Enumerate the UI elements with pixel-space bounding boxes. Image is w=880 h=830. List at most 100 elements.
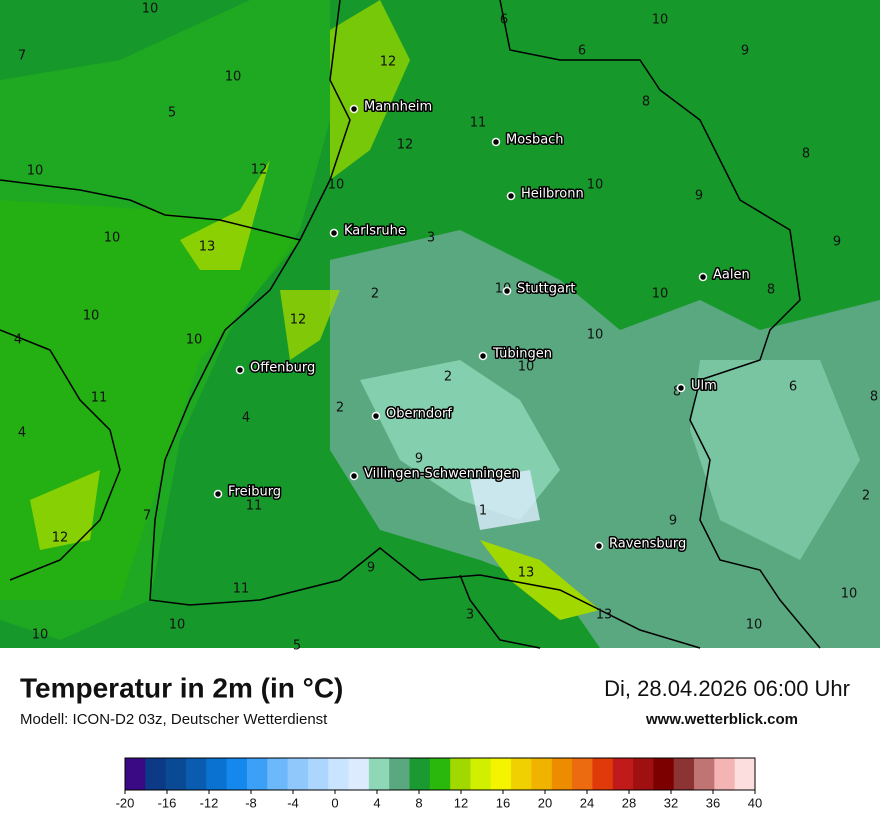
temperature-label: 10 <box>169 618 186 633</box>
temperature-label: 8 <box>642 95 650 110</box>
temperature-label: 10 <box>841 587 858 602</box>
colorbar-swatch <box>653 758 675 790</box>
temperature-label: 11 <box>233 582 250 597</box>
colorbar-swatch <box>409 758 431 790</box>
temperature-label: 10 <box>746 618 763 633</box>
city-label: Heilbronn <box>521 187 584 202</box>
map-title: Temperatur in 2m (in °C) <box>20 672 343 703</box>
temperature-label: 10 <box>328 178 345 193</box>
city-label: Oberndorf <box>386 407 452 422</box>
website: www.wetterblick.com <box>645 711 798 728</box>
colorbar-tick-label: 0 <box>331 795 338 810</box>
temperature-label: 9 <box>695 189 703 204</box>
city-label: Mannheim <box>364 100 432 115</box>
colorbar-swatch <box>450 758 471 790</box>
temperature-label: 2 <box>371 287 379 302</box>
temperature-label: 3 <box>466 608 474 623</box>
temperature-label: 1 <box>479 504 487 519</box>
colorbar-swatch <box>714 758 736 790</box>
city-label: Freiburg <box>228 485 281 500</box>
colorbar-tick-label: -20 <box>116 795 135 810</box>
colorbar-swatch <box>612 758 634 790</box>
colorbar: -20 -16 -12 -8 -4 0 4 8 12 16 20 24 28 32 36 40 <box>116 757 762 810</box>
colorbar-frame <box>124 757 756 791</box>
city-marker <box>349 471 359 481</box>
temperature-label: 8 <box>767 283 775 298</box>
colorbar-swatch <box>185 758 207 790</box>
colorbar-tick-label: 28 <box>622 795 636 810</box>
temperature-label: 9 <box>833 235 841 250</box>
temperature-label: 2 <box>444 370 452 385</box>
city-marker <box>329 228 339 238</box>
city-marker <box>491 137 501 147</box>
colorbar-swatch <box>165 758 187 790</box>
colorbar-tick-label: -16 <box>158 795 177 810</box>
city-label: Ravensburg <box>609 537 686 552</box>
colorbar-swatch <box>267 758 289 790</box>
temperature-label: 6 <box>789 380 797 395</box>
colorbar-swatch <box>287 758 309 790</box>
city-marker <box>478 351 488 361</box>
colorbar-tick-label: 32 <box>664 795 678 810</box>
temperature-label: 7 <box>18 49 26 64</box>
colorbar-tick-label: 4 <box>373 795 380 810</box>
temperature-label: 12 <box>397 138 414 153</box>
model-info: Modell: ICON-D2 03z, Deutscher Wetterdie… <box>20 711 328 728</box>
borders <box>0 0 821 649</box>
colorbar-swatch <box>307 758 329 790</box>
city-marker <box>371 411 381 421</box>
temperature-label: 12 <box>52 531 69 546</box>
colorbar-swatch <box>694 758 715 790</box>
colorbar-tick-label: 12 <box>454 795 468 810</box>
temperature-label: 10 <box>587 328 604 343</box>
temperature-label: 10 <box>186 333 203 348</box>
temperature-label: 9 <box>415 452 423 467</box>
temperature-label: 10 <box>652 13 669 28</box>
colorbar-swatch <box>226 758 248 790</box>
temperature-label: 13 <box>518 566 535 581</box>
temperature-label: 8 <box>870 390 878 405</box>
temperature-label: 13 <box>199 240 216 255</box>
map-background <box>0 0 880 649</box>
temperature-label: 10 <box>32 628 49 643</box>
colorbar-swatch <box>429 758 451 790</box>
temperature-label: 8 <box>802 147 810 162</box>
temperature-label: 2 <box>336 401 344 416</box>
temperature-label: 10 <box>652 287 669 302</box>
temperature-label: 10 <box>587 178 604 193</box>
colorbar-tick-label: 20 <box>538 795 552 810</box>
colorbar-swatch <box>246 758 268 790</box>
temperature-label: 10 <box>225 70 242 85</box>
city-marker <box>594 541 604 551</box>
city-marker <box>213 489 223 499</box>
colorbar-tick-label: 40 <box>748 795 762 810</box>
colorbar-tick-label: -4 <box>287 795 299 810</box>
colorbar-swatch <box>511 758 532 790</box>
colorbar-swatch <box>490 758 512 790</box>
colorbar-tick-label: 24 <box>580 795 594 810</box>
temperature-label: 11 <box>470 116 487 131</box>
temperature-label: 11 <box>91 391 108 406</box>
temperature-label: 9 <box>669 514 677 529</box>
temperature-label: 3 <box>427 231 435 246</box>
city-marker <box>502 286 512 296</box>
colorbar-swatch <box>470 758 492 790</box>
colorbar-swatch <box>673 758 695 790</box>
colorbar-swatch <box>633 758 654 790</box>
temperature-label: 9 <box>741 44 749 59</box>
colorbar-swatch <box>125 758 146 790</box>
colorbar-swatch <box>531 758 553 790</box>
colorbar-tick-label: 16 <box>496 795 510 810</box>
colorbar-swatch <box>206 758 228 790</box>
city-label: Karlsruhe <box>344 224 406 239</box>
colorbar-swatch <box>572 758 593 790</box>
temperature-label: 7 <box>143 509 151 524</box>
city-label: Stuttgart <box>517 282 575 297</box>
temperature-label: 13 <box>596 608 613 623</box>
colorbar-tick-label: -8 <box>245 795 257 810</box>
colorbar-tick-label: -12 <box>200 795 219 810</box>
city-label: Ulm <box>691 379 717 394</box>
temperature-label: 5 <box>168 106 176 121</box>
city-label: Tübingen <box>492 347 552 362</box>
